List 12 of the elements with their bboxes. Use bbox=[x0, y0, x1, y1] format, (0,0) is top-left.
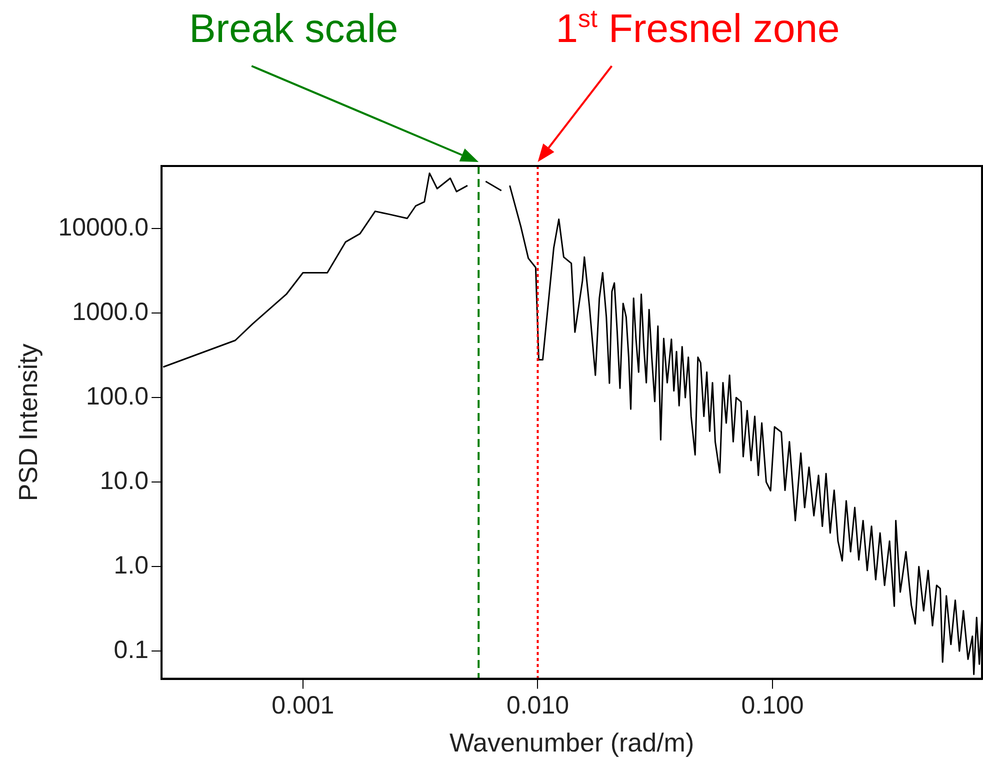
x-tick-label: 0.001 bbox=[272, 692, 334, 720]
y-axis-title: PSD Intensity bbox=[12, 344, 43, 502]
y-tick-label: 0.1 bbox=[114, 636, 149, 664]
ref-line-label: Break scale bbox=[189, 7, 398, 51]
y-tick-label: 10000.0 bbox=[58, 213, 149, 242]
y-tick-label: 10.0 bbox=[100, 466, 149, 495]
x-axis-title: Wavenumber (rad/m) bbox=[449, 728, 694, 758]
y-tick-label: 100.0 bbox=[86, 382, 149, 410]
x-tick-label: 0.010 bbox=[506, 692, 570, 720]
x-tick-label: 0.100 bbox=[741, 692, 804, 720]
y-tick-label: 1000.0 bbox=[72, 298, 149, 326]
y-tick-label: 1.0 bbox=[114, 551, 149, 580]
